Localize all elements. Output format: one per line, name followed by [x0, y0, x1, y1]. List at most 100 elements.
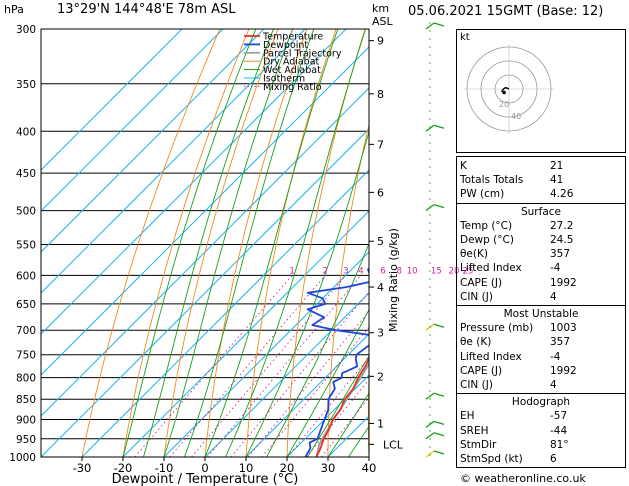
mixing-ratio-label: 25: [463, 266, 474, 276]
dewpoint-line: [304, 268, 369, 457]
wet-adiabat-line: [245, 130, 369, 457]
wet-adiabat-line: [122, 29, 257, 457]
temperature-line: [315, 356, 369, 457]
pressure-tick-label: 850: [16, 394, 36, 406]
index-value: 24.5: [550, 234, 574, 246]
x-tick-label: 30: [321, 461, 336, 475]
mixing-ratio-line: [191, 275, 347, 457]
index-row: PW (cm) 4.26: [460, 187, 624, 201]
isotherm-line: [122, 210, 369, 457]
wind-barb-flag: [433, 420, 445, 425]
isotherm-line: [41, 29, 347, 335]
isotherm-line: [81, 169, 369, 457]
hodograph-storm-point: [502, 90, 506, 95]
legend-label: Dry Adiabat: [263, 57, 320, 68]
index-row: StmSpd (kt) 6: [460, 452, 624, 466]
hpa-label: hPa: [4, 3, 24, 16]
km-tick-label: 5: [377, 235, 384, 248]
index-label: CIN (J): [460, 379, 493, 391]
index-row: Temp (°C) 27.2: [460, 219, 624, 233]
index-value: 357: [550, 336, 571, 349]
dry-adiabat-line: [204, 29, 308, 457]
index-label: Lifted Index: [460, 350, 522, 363]
legend-label: Dewpoint: [263, 40, 308, 51]
isotherm-line: [204, 292, 369, 457]
index-label: Lifted Index: [460, 262, 522, 275]
x-tick-label: -30: [73, 461, 92, 475]
panel-section-title: Hodograph: [511, 396, 571, 409]
wind-barb-flag: [433, 450, 445, 455]
pressure-tick-label: 400: [16, 126, 36, 138]
index-label: CAPE (J): [460, 276, 503, 289]
index-value: 1992: [550, 364, 577, 377]
legend-label: Isotherm: [263, 74, 305, 85]
mixing-ratio-line: [261, 326, 369, 457]
km-tick-label: 2: [377, 370, 384, 383]
wet-adiabat-line: [143, 29, 274, 457]
pressure-tick-label: 800: [16, 373, 36, 385]
index-label: CIN (J): [460, 290, 493, 303]
pressure-tick-label: 450: [16, 168, 36, 180]
legend-label: Wet Adiabat: [263, 65, 321, 76]
wind-barb-flag: [433, 22, 445, 27]
index-label: EH: [460, 410, 475, 423]
mixing-ratio-label: 10: [407, 266, 418, 276]
index-row: EH -57: [460, 409, 624, 423]
x-tick-label: -10: [155, 461, 174, 475]
pressure-tick-label: 900: [16, 415, 36, 427]
index-row: StmDir 81°: [460, 438, 624, 452]
dry-adiabat-line: [81, 29, 221, 457]
isotherm-line: [41, 29, 265, 253]
x-tick-label: -20: [114, 461, 133, 475]
isotherm-line: [41, 29, 224, 212]
wet-adiabat-line: [266, 242, 369, 457]
mixing-ratio-label: 3: [343, 266, 348, 276]
km-tick-label: 3: [377, 327, 384, 340]
mixing-ratio-line: [134, 275, 293, 457]
km-tick-label: 1: [377, 417, 384, 430]
isotherm-line: [286, 374, 369, 457]
km-tick-label: 7: [377, 138, 384, 151]
km-tick-label: 4: [377, 281, 384, 294]
legend-label: Parcel Trajectory: [263, 48, 342, 59]
mixing-ratio-line: [287, 356, 369, 457]
mixing-ratio-label: 15: [431, 266, 442, 276]
x-tick-label: 10: [239, 461, 254, 475]
index-value: 27.2: [550, 219, 574, 232]
wind-barb-flag: [433, 203, 445, 209]
x-tick-label: 20: [280, 461, 295, 475]
panel-divider: [457, 202, 625, 204]
isotherm-line: [41, 29, 183, 171]
index-value: 1003: [550, 322, 577, 335]
wind-barb-flag: [433, 323, 445, 328]
dry-adiabat-line: [122, 29, 250, 457]
index-label: StmDir: [460, 438, 497, 451]
plot-frame: [40, 28, 370, 458]
index-row: Pressure (mb) 1003: [460, 321, 624, 335]
index-label: Dewp (°C): [460, 234, 514, 246]
mixing-ratio-line: [247, 310, 369, 457]
index-row: CAPE (J) 1992: [460, 276, 624, 290]
panel-section-title: Surface: [520, 205, 561, 218]
dry-adiabat-line: [245, 29, 337, 457]
mixing-ratio-label: 8: [396, 266, 401, 276]
mixing-ratio-label: 2: [323, 266, 328, 276]
km-label: km: [372, 2, 390, 15]
index-label: CAPE (J): [460, 364, 503, 377]
wind-barbs: [425, 22, 445, 458]
index-label: θe(K): [460, 248, 488, 261]
index-label: Temp (°C): [460, 219, 513, 232]
wind-barb: [425, 420, 435, 428]
pressure-tick-label: 650: [16, 299, 36, 311]
isotherm-line: [41, 29, 306, 294]
wet-adiabat-line: [307, 355, 369, 457]
index-label: SREH: [460, 424, 489, 437]
pressure-tick-label: 600: [16, 270, 36, 282]
location-title: 13°29'N 144°48'E 78m ASL: [57, 2, 236, 17]
index-value: 1992: [550, 276, 577, 289]
wind-barb-flag: [433, 392, 445, 397]
mixing-ratio-line: [230, 291, 369, 457]
index-label: θe (K): [460, 336, 492, 349]
